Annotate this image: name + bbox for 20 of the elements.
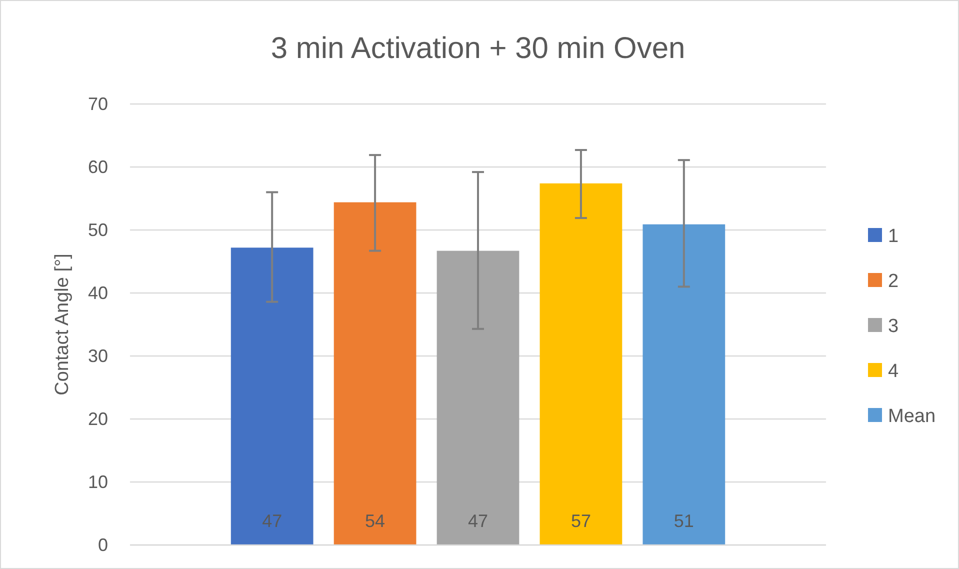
data-label: 57 bbox=[570, 511, 591, 531]
data-label: 47 bbox=[262, 511, 282, 531]
y-axis-title: Contact Angle [°] bbox=[52, 254, 73, 396]
y-tick-label: 20 bbox=[88, 408, 108, 429]
data-label: 51 bbox=[674, 511, 694, 531]
chart-title: 3 min Activation + 30 min Oven bbox=[270, 32, 686, 65]
y-tick-label: 10 bbox=[88, 472, 108, 492]
y-tick-label: 50 bbox=[88, 220, 108, 240]
legend-label: 1 bbox=[888, 226, 899, 247]
data-label: 47 bbox=[468, 511, 488, 531]
y-tick-label: 0 bbox=[98, 534, 108, 555]
y-tick-label: 70 bbox=[88, 94, 108, 114]
legend-label: 2 bbox=[888, 271, 899, 292]
y-tick-label: 40 bbox=[88, 282, 108, 303]
legend-label: Mean bbox=[888, 406, 936, 427]
legend-label: 3 bbox=[888, 316, 899, 337]
y-tick-label: 30 bbox=[88, 346, 108, 366]
y-tick-label: 60 bbox=[88, 156, 108, 177]
legend-label: 4 bbox=[888, 361, 899, 382]
data-label: 54 bbox=[365, 511, 386, 531]
